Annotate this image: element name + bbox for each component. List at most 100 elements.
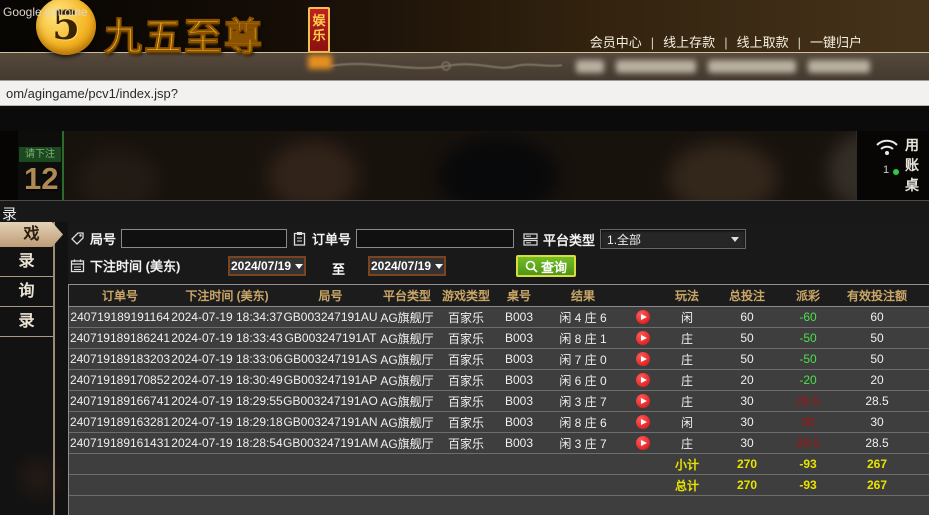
decorative-flourish bbox=[330, 61, 562, 71]
cell-view bbox=[920, 306, 929, 328]
bet-records-table-wrap: 订单号 下注时间 (美东) 局号 平台类型 游戏类型 桌号 结果 玩法 总投注 派彩 有效投注额 2… bbox=[68, 284, 929, 515]
replay-button[interactable] bbox=[636, 415, 650, 430]
subtotal-payout: -93 bbox=[782, 453, 834, 475]
round-input[interactable] bbox=[121, 229, 288, 248]
query-button[interactable]: 查询 bbox=[516, 255, 577, 277]
browser-window-title: Google Chrome bbox=[3, 5, 88, 19]
cell-time: 2024-07-19 18:34:37 bbox=[171, 306, 283, 328]
cell-game-type: 百家乐 bbox=[436, 390, 496, 412]
cell-valid-bet: 28.5 bbox=[834, 432, 920, 454]
replay-button[interactable] bbox=[636, 352, 650, 367]
sidebar-item-0[interactable]: 戏 bbox=[0, 222, 63, 247]
subtotal-spacer bbox=[69, 453, 662, 475]
cell-payout: -20 bbox=[782, 369, 834, 391]
date-from-group: 2024/07/19 bbox=[228, 256, 306, 276]
video-side-label-2: 桌 bbox=[905, 177, 919, 193]
cell-table-no: B003 bbox=[496, 306, 542, 328]
col-header-9: 总投注 bbox=[712, 285, 782, 307]
sidebar-item-1[interactable]: 录 bbox=[0, 247, 53, 277]
video-side-panel: 1 用账桌 bbox=[856, 131, 929, 200]
cell-platform: AG旗舰厅 bbox=[378, 327, 436, 349]
total-valid-bet: 267 bbox=[834, 474, 920, 496]
section-titlebar: 录 bbox=[0, 200, 929, 223]
table-row: 240719189163281 2024-07-19 18:29:18 GB0032… bbox=[69, 411, 929, 433]
platform-select[interactable]: 1.全部 bbox=[600, 229, 747, 249]
cell-valid-bet: 50 bbox=[834, 348, 920, 370]
bet-status-label: 请下注 bbox=[19, 147, 61, 162]
cell-replay bbox=[624, 348, 662, 370]
cell-platform: AG旗舰厅 bbox=[378, 390, 436, 412]
cell-payout: 28.5 bbox=[782, 390, 834, 412]
date-to-value: 2024/07/19 bbox=[370, 259, 432, 273]
cell-table-no: B003 bbox=[496, 369, 542, 391]
table-row: 240719189183203 2024-07-19 18:33:06 GB0032… bbox=[69, 348, 929, 370]
scene-blob bbox=[268, 141, 358, 200]
play-icon bbox=[641, 440, 647, 447]
play-icon bbox=[641, 314, 647, 321]
cell-order: 240719189186241 bbox=[69, 327, 171, 349]
sidebar-item-2[interactable]: 询 bbox=[0, 277, 53, 307]
subtotal-row: 小计 270 -93 267 bbox=[69, 453, 929, 475]
cell-payout: 28.5 bbox=[782, 432, 834, 454]
cell-platform: AG旗舰厅 bbox=[378, 432, 436, 454]
col-header-10: 派彩 bbox=[782, 285, 834, 307]
cell-valid-bet: 28.5 bbox=[834, 390, 920, 412]
chevron-down-icon bbox=[295, 263, 304, 269]
query-button-group: 查询 bbox=[516, 255, 577, 277]
cell-payout: -50 bbox=[782, 327, 834, 349]
date-from-select[interactable]: 2024/07/19 bbox=[228, 256, 306, 276]
cell-round: GB003247191AN bbox=[283, 411, 378, 433]
cell-replay bbox=[624, 432, 662, 454]
sidebar: 戏录询录 bbox=[0, 222, 64, 337]
nav-link-0[interactable]: 会员中心 bbox=[589, 35, 642, 50]
table-row: 240719189166741 2024-07-19 18:29:55 GB0032… bbox=[69, 390, 929, 412]
blurred-user-info-block bbox=[708, 60, 796, 73]
cell-time: 2024-07-19 18:33:06 bbox=[171, 348, 283, 370]
cell-time: 2024-07-19 18:33:43 bbox=[171, 327, 283, 349]
cell-replay bbox=[624, 327, 662, 349]
replay-button[interactable] bbox=[636, 310, 650, 325]
total-total-bet: 270 bbox=[712, 474, 782, 496]
nav-link-3[interactable]: 一键归户 bbox=[809, 35, 862, 50]
play-icon bbox=[641, 398, 647, 405]
url-text[interactable]: om/agingame/pcv1/index.jsp? bbox=[6, 86, 178, 101]
cell-valid-bet: 60 bbox=[834, 306, 920, 328]
site-header: 5 九五至尊 会员中心 | 线上存款 | 线上取款 | 一键归户 bbox=[0, 0, 929, 60]
logo-badge: 娱乐 bbox=[308, 7, 330, 53]
online-dot bbox=[893, 169, 899, 175]
cell-round: GB003247191AM bbox=[283, 432, 378, 454]
nav-separator: | bbox=[724, 35, 728, 50]
cell-round: GB003247191AO bbox=[283, 390, 378, 412]
nav-link-2[interactable]: 线上取款 bbox=[736, 35, 789, 50]
tag-icon bbox=[71, 232, 84, 245]
platform-filter-label: 平台类型 bbox=[543, 232, 596, 248]
cell-total-bet: 30 bbox=[712, 432, 782, 454]
replay-button[interactable] bbox=[636, 331, 650, 346]
replay-button[interactable] bbox=[636, 373, 650, 388]
cell-payout: -50 bbox=[782, 348, 834, 370]
replay-button[interactable] bbox=[636, 436, 650, 451]
cell-result: 闲 3 庄 7 bbox=[542, 432, 624, 454]
sidebar-item-3[interactable]: 录 bbox=[0, 307, 53, 337]
date-to-select[interactable]: 2024/07/19 bbox=[368, 256, 446, 276]
sidebar-background bbox=[0, 222, 68, 515]
cell-view bbox=[920, 327, 929, 349]
order-input[interactable] bbox=[356, 229, 515, 248]
replay-button[interactable] bbox=[636, 394, 650, 409]
table-header-row: 订单号 下注时间 (美东) 局号 平台类型 游戏类型 桌号 结果 玩法 总投注 派彩 有效投注额 bbox=[69, 285, 929, 307]
cell-total-bet: 30 bbox=[712, 411, 782, 433]
cell-view bbox=[920, 432, 929, 454]
date-from-value: 2024/07/19 bbox=[230, 259, 292, 273]
cell-play-type: 庄 bbox=[662, 369, 712, 391]
video-side-label-0: 用 bbox=[905, 137, 919, 153]
corner-decoration bbox=[8, 448, 68, 508]
round-filter-label: 局号 bbox=[90, 232, 117, 247]
cell-game-type: 百家乐 bbox=[436, 411, 496, 433]
cell-time: 2024-07-19 18:29:18 bbox=[171, 411, 283, 433]
table-row: 240719189186241 2024-07-19 18:33:43 GB0032… bbox=[69, 327, 929, 349]
cell-result: 闲 7 庄 0 bbox=[542, 348, 624, 370]
nav-link-1[interactable]: 线上存款 bbox=[663, 35, 716, 50]
browser-address-bar[interactable]: om/agingame/pcv1/index.jsp? bbox=[0, 80, 929, 106]
casino-scene-video bbox=[18, 131, 857, 200]
